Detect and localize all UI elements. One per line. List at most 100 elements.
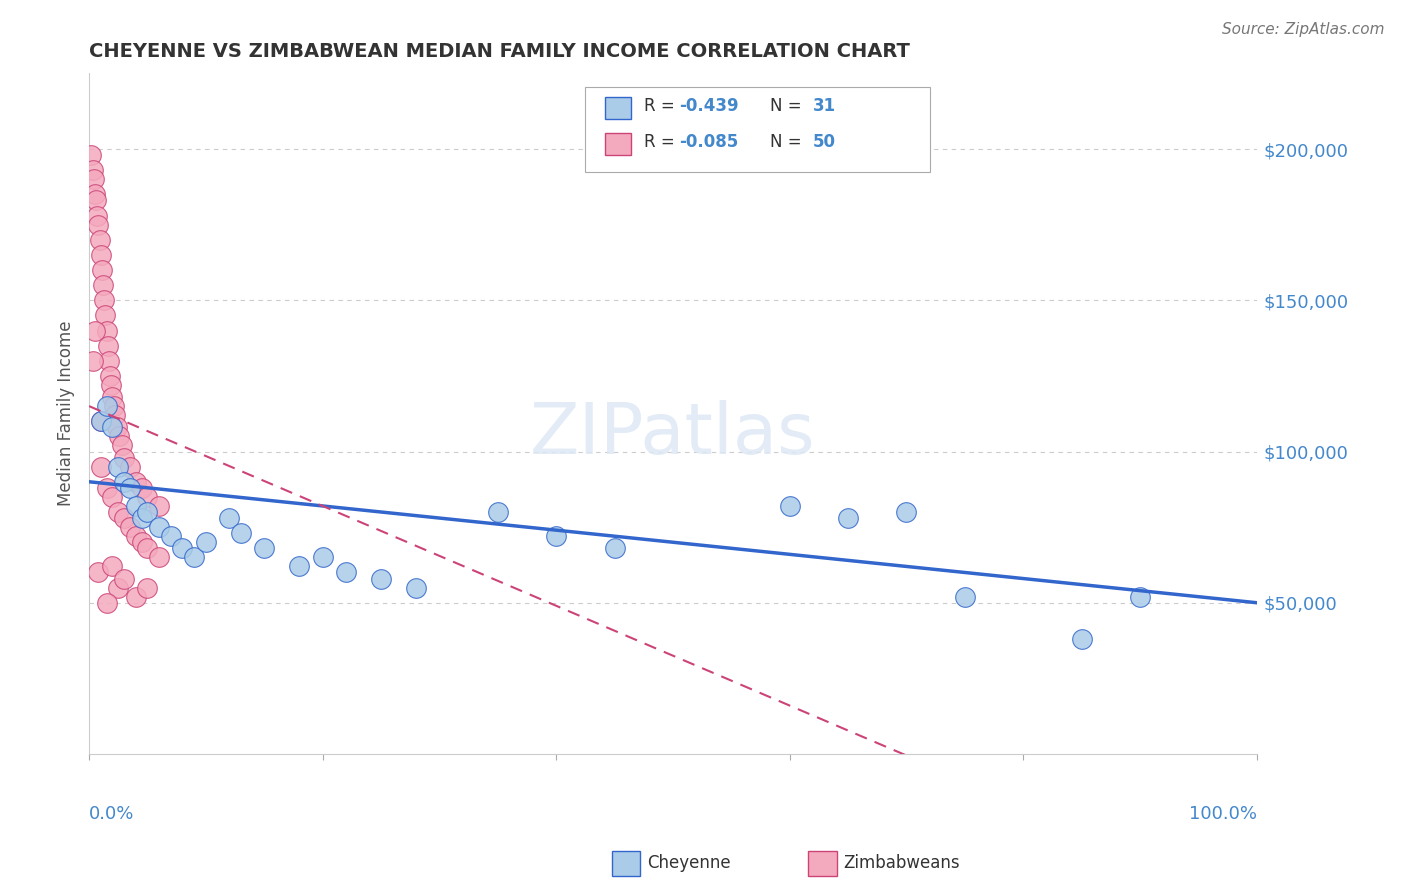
Point [96,596,118,610]
Point [779,499,801,513]
Point [98,368,121,383]
Point [86,209,108,223]
Point [107,459,129,474]
Point [97,353,120,368]
Point [546,529,568,543]
Point [118,520,141,534]
Point [101,559,124,574]
Point [90,414,112,428]
Text: ZIPatlas: ZIPatlas [530,400,815,468]
Point [125,529,148,543]
Point [486,505,509,519]
Text: Zimbabweans: Zimbabweans [844,855,960,872]
Point [90,263,112,277]
FancyBboxPatch shape [585,87,929,172]
Point [125,499,148,513]
Point [103,399,125,413]
Point [125,590,148,604]
Text: R =: R = [644,97,679,115]
Point [896,505,918,519]
Point [229,526,252,541]
Text: -0.085: -0.085 [679,133,738,152]
Point [148,550,170,565]
Text: -0.439: -0.439 [679,97,738,115]
Point [90,459,112,474]
Point [104,408,127,422]
Text: Cheyenne: Cheyenne [647,855,730,872]
FancyBboxPatch shape [605,133,631,155]
Text: 0.0%: 0.0% [89,805,135,823]
Point [84,194,107,208]
Point [148,499,170,513]
Point [311,550,333,565]
Point [96,399,118,413]
Text: 50: 50 [813,133,837,152]
Point [335,566,357,580]
Point [80,148,103,162]
Text: N =: N = [770,97,807,115]
Point [136,505,159,519]
Point [131,535,153,549]
Point [837,511,859,525]
Y-axis label: Median Family Income: Median Family Income [58,321,75,507]
Point [148,520,170,534]
Point [82,353,104,368]
Point [405,581,427,595]
Point [112,572,135,586]
Point [108,429,131,443]
Point [136,581,159,595]
Point [93,293,115,308]
Point [118,481,141,495]
Point [89,233,111,247]
Point [90,248,112,262]
Point [112,450,135,465]
Text: N =: N = [770,133,807,152]
Text: 100.0%: 100.0% [1188,805,1257,823]
Point [97,338,120,352]
Point [101,490,124,504]
Point [107,581,129,595]
Point [82,163,104,178]
Point [91,278,114,293]
Point [218,511,240,525]
Point [288,559,311,574]
Point [1070,632,1092,646]
Point [94,309,117,323]
Point [87,218,110,232]
Point [118,459,141,474]
Point [112,511,135,525]
Point [87,566,110,580]
Text: CHEYENNE VS ZIMBABWEAN MEDIAN FAMILY INCOME CORRELATION CHART: CHEYENNE VS ZIMBABWEAN MEDIAN FAMILY INC… [89,42,910,61]
FancyBboxPatch shape [605,97,631,119]
Point [83,172,105,186]
Point [105,420,128,434]
Point [603,541,626,556]
Point [101,390,124,404]
Point [136,490,159,504]
Point [90,414,112,428]
Point [136,541,159,556]
Point [125,475,148,489]
Point [112,475,135,489]
Text: R =: R = [644,133,679,152]
Point [96,481,118,495]
Point [183,550,205,565]
Point [1129,590,1152,604]
Point [172,541,194,556]
Point [131,511,153,525]
Point [111,438,134,452]
Point [194,535,217,549]
Text: Source: ZipAtlas.com: Source: ZipAtlas.com [1222,22,1385,37]
Point [84,187,107,202]
Point [107,505,129,519]
Point [96,324,118,338]
Point [131,481,153,495]
Point [253,541,276,556]
Point [100,378,122,392]
Point [370,572,392,586]
Point [159,529,181,543]
Point [953,590,976,604]
Point [101,420,124,434]
Text: 31: 31 [813,97,837,115]
Point [84,324,107,338]
